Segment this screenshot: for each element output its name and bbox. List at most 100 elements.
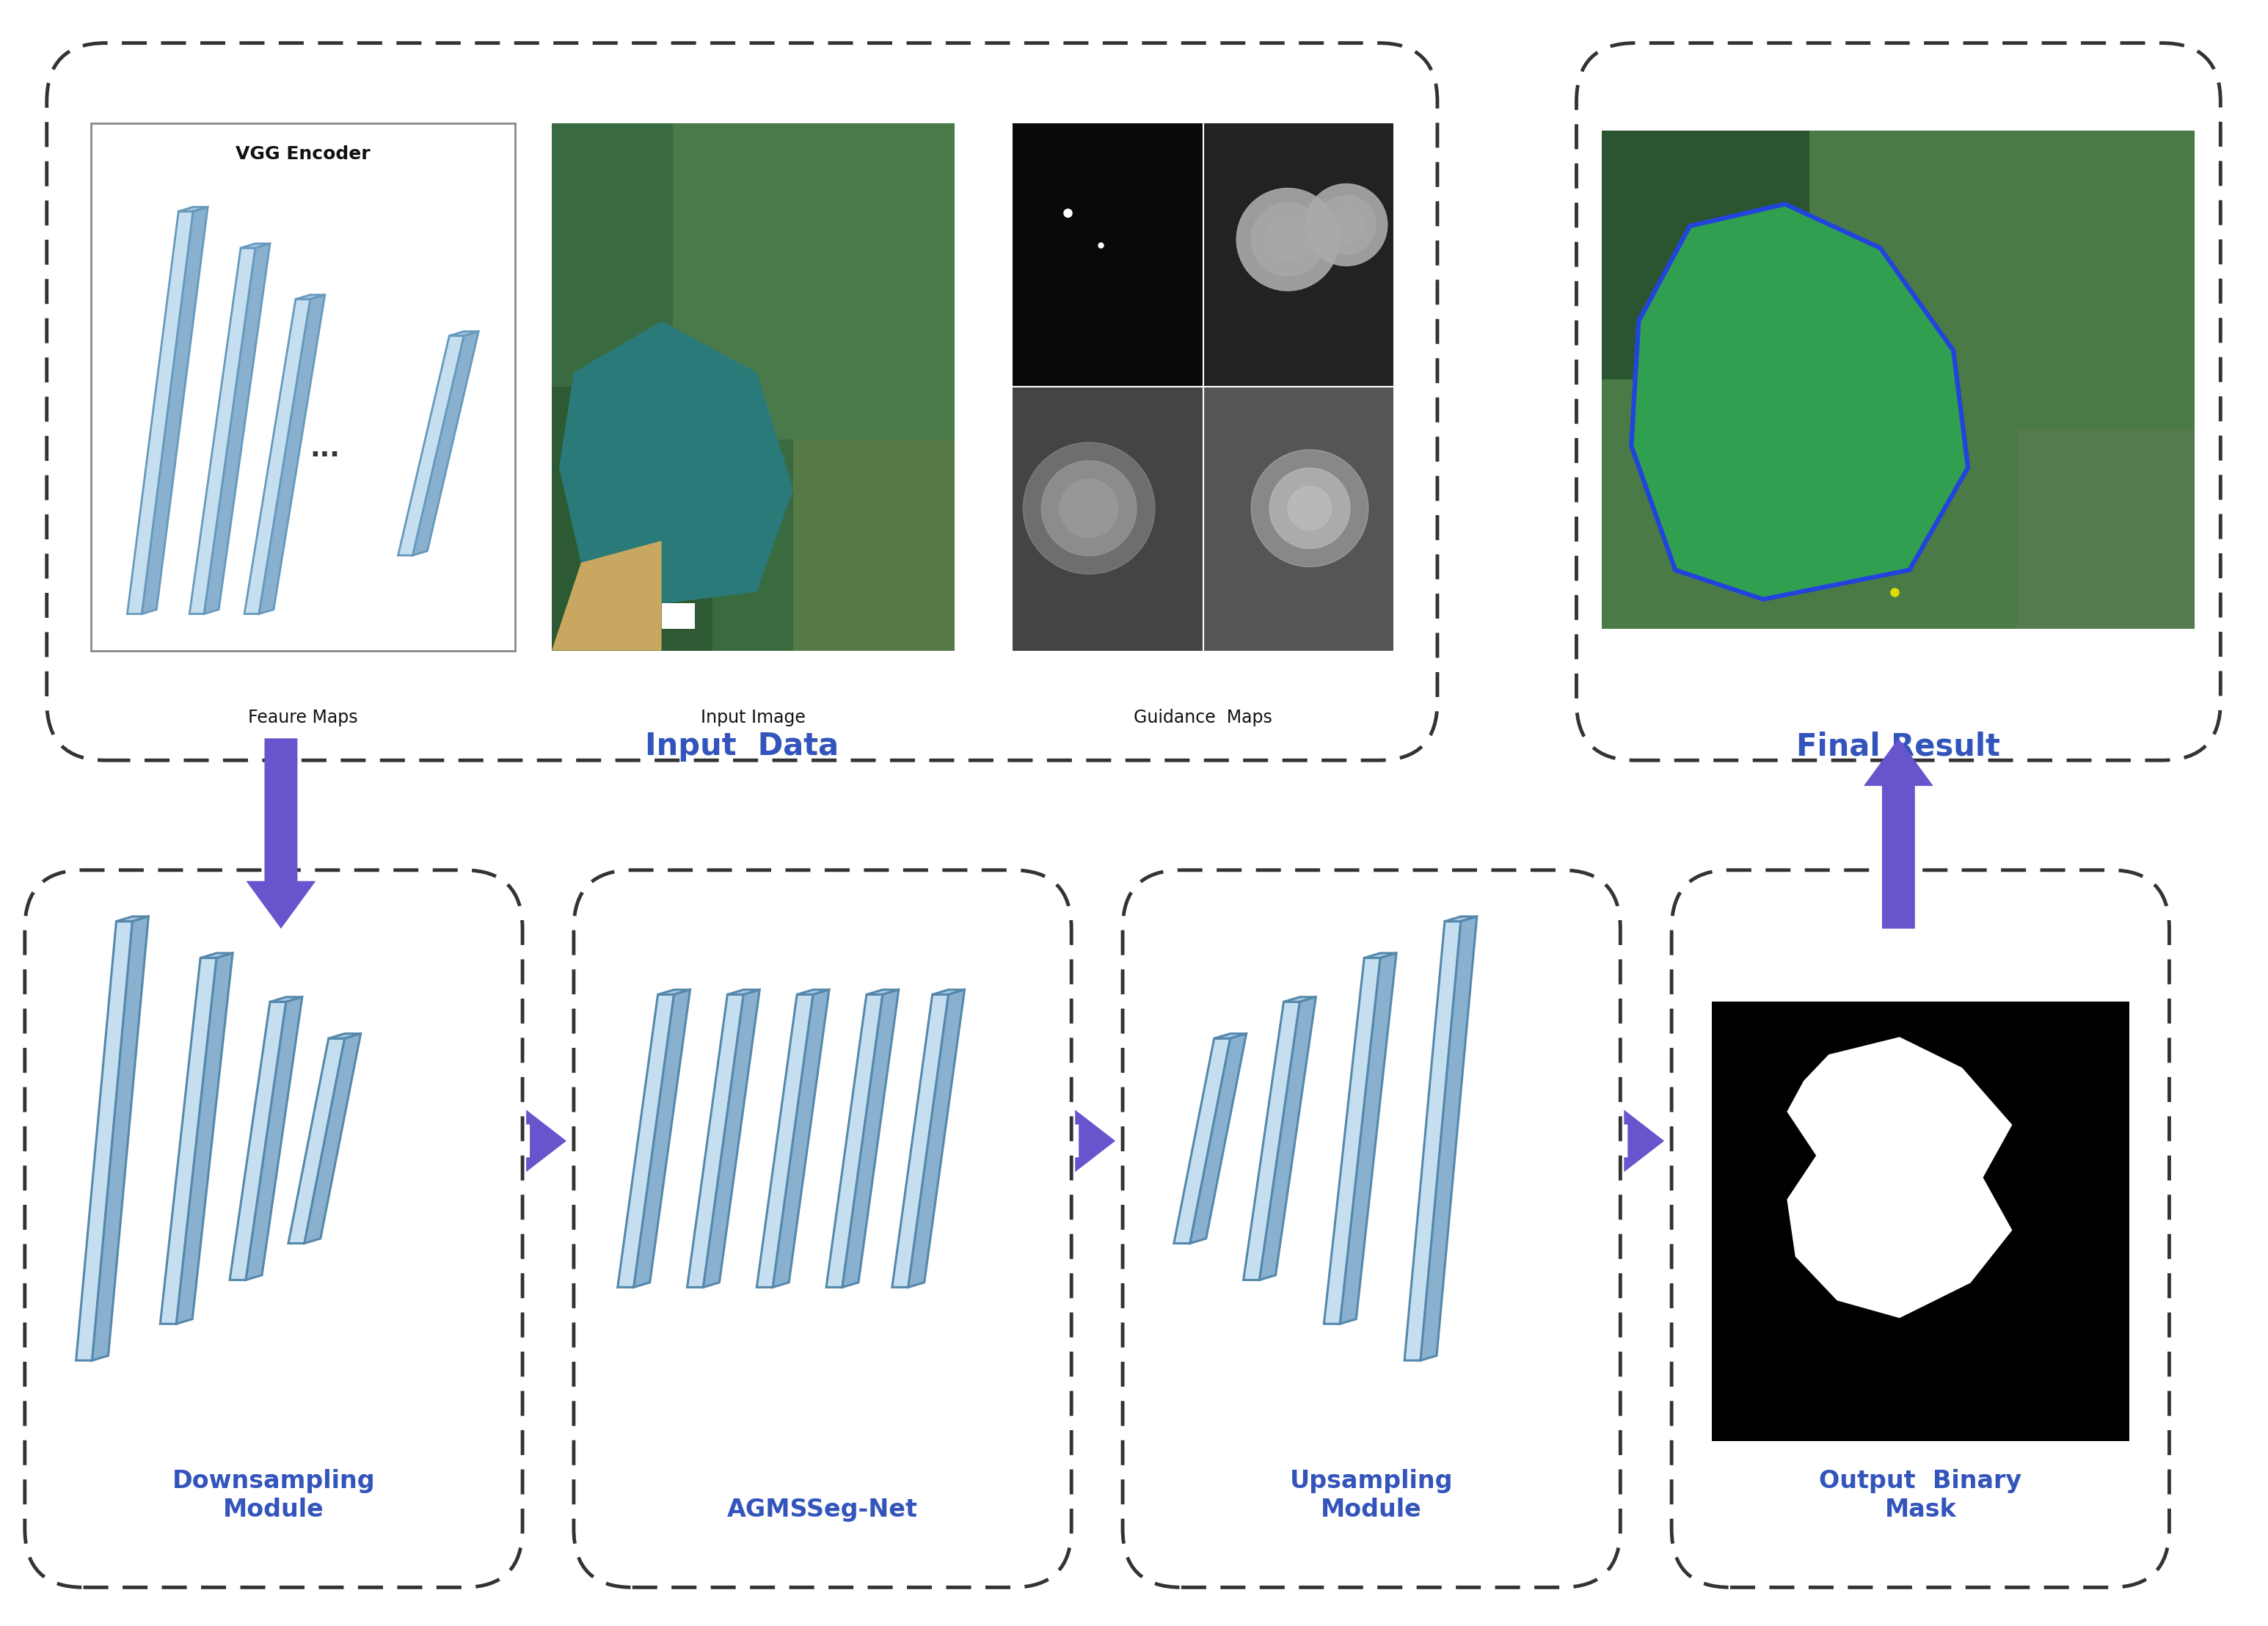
Polygon shape: [1325, 958, 1381, 1324]
Bar: [1202, 387, 1393, 650]
Polygon shape: [728, 990, 760, 995]
Polygon shape: [161, 958, 215, 1324]
Bar: [1014, 124, 1202, 387]
Circle shape: [1236, 189, 1338, 291]
Bar: [1014, 124, 1393, 650]
Polygon shape: [1624, 1111, 1665, 1172]
Polygon shape: [399, 337, 465, 556]
Polygon shape: [551, 541, 662, 650]
Bar: [662, 603, 694, 629]
Text: AGMSSeg-Net: AGMSSeg-Net: [728, 1498, 919, 1522]
Circle shape: [1318, 195, 1377, 254]
Circle shape: [1041, 460, 1136, 556]
Polygon shape: [866, 990, 898, 995]
Polygon shape: [1259, 997, 1315, 1280]
Bar: [1601, 130, 2195, 629]
FancyBboxPatch shape: [91, 124, 515, 650]
Polygon shape: [229, 1002, 286, 1280]
Text: VGG Encoder: VGG Encoder: [236, 145, 370, 163]
Polygon shape: [240, 244, 270, 247]
Polygon shape: [703, 990, 760, 1288]
Polygon shape: [116, 917, 147, 922]
Polygon shape: [1340, 953, 1397, 1324]
Polygon shape: [841, 990, 898, 1288]
Circle shape: [1266, 218, 1309, 262]
Polygon shape: [758, 995, 812, 1288]
Bar: [1014, 387, 1202, 650]
Polygon shape: [127, 211, 193, 615]
Polygon shape: [191, 247, 256, 615]
Text: ...: ...: [311, 437, 340, 462]
Polygon shape: [1864, 738, 1932, 928]
Polygon shape: [329, 1034, 361, 1039]
Circle shape: [1252, 203, 1325, 276]
FancyBboxPatch shape: [1123, 870, 1619, 1587]
Text: Upsampling
Module: Upsampling Module: [1290, 1470, 1454, 1522]
Polygon shape: [617, 995, 674, 1288]
Bar: [1601, 130, 2195, 629]
Polygon shape: [93, 917, 147, 1361]
Circle shape: [1270, 468, 1349, 548]
Polygon shape: [413, 332, 479, 556]
Polygon shape: [932, 990, 964, 995]
Circle shape: [1059, 480, 1118, 538]
Polygon shape: [526, 1111, 567, 1172]
Polygon shape: [247, 738, 315, 928]
FancyBboxPatch shape: [25, 870, 522, 1587]
Text: Input Image: Input Image: [701, 709, 805, 727]
Polygon shape: [245, 299, 311, 615]
Polygon shape: [288, 1039, 345, 1244]
Bar: [1601, 130, 1810, 380]
Bar: [1712, 1002, 2130, 1441]
Polygon shape: [687, 995, 744, 1288]
Polygon shape: [826, 995, 882, 1288]
Polygon shape: [1075, 1111, 1116, 1172]
Polygon shape: [449, 332, 479, 337]
Polygon shape: [891, 995, 948, 1288]
Polygon shape: [1445, 917, 1476, 922]
Polygon shape: [907, 990, 964, 1288]
FancyBboxPatch shape: [48, 42, 1438, 761]
Polygon shape: [1213, 1034, 1247, 1039]
Text: Guidance  Maps: Guidance Maps: [1134, 709, 1272, 727]
Polygon shape: [1363, 953, 1397, 958]
Text: Output  Binary
Mask: Output Binary Mask: [1819, 1470, 2021, 1522]
Polygon shape: [304, 1034, 361, 1244]
Bar: [794, 439, 955, 650]
Polygon shape: [1243, 1002, 1300, 1280]
Polygon shape: [259, 294, 324, 615]
Text: Downsampling
Module: Downsampling Module: [172, 1470, 374, 1522]
Text: Feaure Maps: Feaure Maps: [247, 709, 358, 727]
Polygon shape: [177, 953, 234, 1324]
Polygon shape: [204, 244, 270, 615]
Polygon shape: [633, 990, 689, 1288]
Polygon shape: [295, 294, 324, 299]
Circle shape: [1023, 442, 1154, 574]
Polygon shape: [796, 990, 830, 995]
Bar: [1202, 124, 1393, 387]
Polygon shape: [1191, 1034, 1247, 1244]
Polygon shape: [200, 953, 234, 958]
Polygon shape: [1175, 1039, 1229, 1244]
Polygon shape: [1404, 922, 1461, 1361]
Text: Input  Data: Input Data: [644, 732, 839, 763]
Polygon shape: [1787, 1037, 2012, 1319]
Bar: [674, 124, 955, 439]
Polygon shape: [1631, 203, 1969, 600]
FancyBboxPatch shape: [574, 870, 1070, 1587]
Circle shape: [1252, 450, 1368, 567]
Polygon shape: [560, 322, 794, 606]
Bar: [551, 387, 712, 650]
FancyBboxPatch shape: [551, 124, 955, 650]
Circle shape: [1329, 207, 1363, 242]
Polygon shape: [245, 997, 302, 1280]
Polygon shape: [179, 207, 209, 211]
Circle shape: [1288, 486, 1331, 530]
Polygon shape: [1284, 997, 1315, 1002]
Polygon shape: [773, 990, 830, 1288]
Polygon shape: [1420, 917, 1476, 1361]
Polygon shape: [270, 997, 302, 1002]
Polygon shape: [658, 990, 689, 995]
FancyBboxPatch shape: [1672, 870, 2168, 1587]
Polygon shape: [77, 922, 132, 1361]
